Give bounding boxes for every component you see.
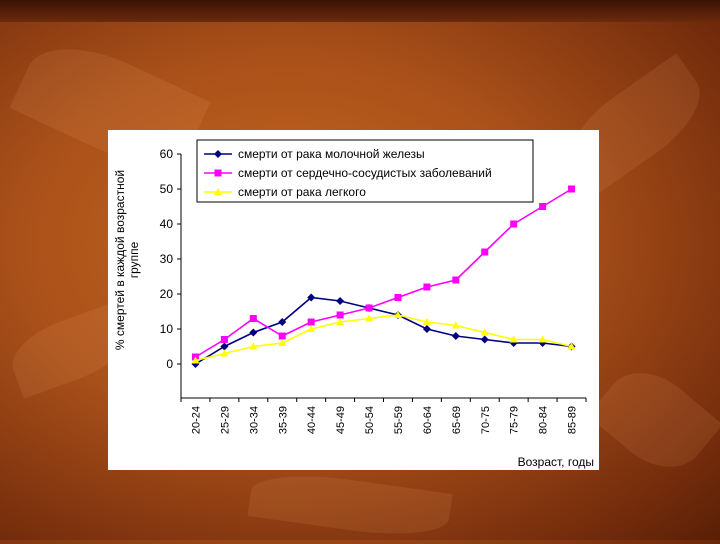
decorative-leaf (587, 354, 720, 486)
point-diamond (422, 325, 431, 333)
point-square (336, 311, 344, 319)
point-triangle (422, 318, 431, 325)
point-square (394, 294, 402, 301)
point-triangle (220, 349, 229, 357)
legend-marker (214, 169, 222, 177)
y-axis-title: % смертей в каждой возрастной группе (113, 170, 141, 350)
point-triangle (451, 321, 460, 329)
x-tick-label: 50-54 (364, 406, 376, 434)
series-line-square (195, 188, 572, 358)
x-tick-label: 75-79 (509, 406, 521, 434)
legend-label: смерти от сердечно-сосудистых заболевани… (238, 166, 492, 180)
x-axis-label: Возраст, годы (518, 455, 594, 469)
x-tick-label: 20-24 (190, 406, 202, 434)
x-tick-label: 85-89 (567, 406, 579, 434)
point-square (423, 283, 431, 291)
point-square (539, 203, 547, 210)
point-triangle (509, 335, 518, 343)
y-tick-label: 10 (160, 322, 174, 336)
point-triangle (480, 328, 489, 336)
legend: смерти от рака молочной железы смерти от … (196, 139, 534, 203)
point-square (365, 304, 373, 312)
chart-panel: % смертей в каждой возрастной группе 0 10… (108, 130, 599, 470)
point-diamond (451, 332, 460, 340)
x-tick-label: 30-34 (248, 406, 260, 434)
point-triangle (538, 335, 547, 343)
x-tick-label: 80-84 (538, 406, 550, 434)
legend-marker (214, 188, 222, 195)
y-axis: 0 10 20 30 40 50 60 (160, 147, 182, 398)
point-triangle (191, 356, 200, 364)
point-diamond (220, 342, 229, 351)
series-line-triangle (195, 314, 572, 362)
point-triangle (307, 325, 316, 332)
point-square (278, 332, 286, 340)
y-tick-label: 0 (166, 357, 173, 371)
x-tick-label: 70-75 (480, 406, 492, 434)
point-triangle (278, 339, 287, 346)
x-tick-label: 25-29 (219, 406, 231, 434)
x-tick-label: 65-69 (451, 406, 463, 434)
y-tick-label: 40 (160, 217, 174, 231)
y-tick-label: 60 (160, 147, 174, 161)
point-triangle (249, 342, 258, 350)
x-tick-label: 35-39 (277, 406, 289, 434)
y-tick-label: 20 (160, 287, 174, 301)
point-diamond (480, 335, 489, 344)
y-tick-label: 50 (160, 182, 174, 196)
y-axis-label-line1: % смертей в каждой возрастной (113, 170, 127, 350)
x-axis: 20-24 25-29 30-34 35-39 40-44 45-49 50-54 55-59… (180, 397, 587, 434)
point-square (481, 248, 489, 256)
top-band (0, 0, 720, 22)
legend-box (196, 139, 534, 203)
point-square (452, 276, 460, 284)
y-axis-label-line2: группе (127, 241, 141, 278)
line-chart: % смертей в каждой возрастной группе 0 10… (113, 139, 594, 469)
point-square (568, 185, 576, 193)
point-square (307, 318, 315, 326)
x-tick-label: 55-59 (393, 406, 405, 434)
point-diamond (336, 297, 345, 305)
legend-marker (214, 150, 222, 158)
decorative-leaf (247, 466, 453, 544)
series-line-diamond (195, 296, 572, 365)
point-square (510, 220, 518, 228)
point-diamond (278, 318, 287, 326)
x-tick-label: 40-44 (306, 406, 318, 434)
point-square (249, 315, 257, 322)
y-tick-label: 30 (160, 252, 174, 266)
point-triangle (393, 311, 402, 318)
point-diamond (249, 328, 258, 337)
series-group (191, 185, 576, 368)
point-triangle (336, 318, 345, 325)
x-tick-label: 45-49 (335, 406, 347, 434)
legend-label: смерти от рака молочной железы (238, 147, 425, 161)
x-tick-label: 60-64 (422, 406, 434, 434)
legend-label: смерти от рака легкого (238, 185, 366, 199)
point-triangle (567, 342, 576, 350)
point-square (220, 336, 228, 343)
point-diamond (307, 293, 316, 302)
point-triangle (365, 314, 374, 322)
